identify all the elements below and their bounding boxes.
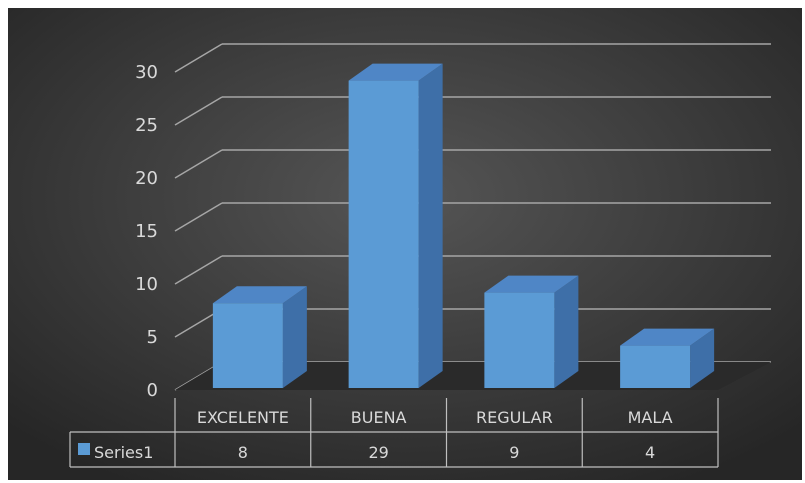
data-label: 8 [238, 443, 248, 462]
bar-side [282, 286, 307, 388]
y-tick-label: 25 [135, 115, 158, 136]
bar-top [348, 63, 443, 81]
bar-mala [620, 328, 715, 388]
y-tick-label: 30 [135, 62, 158, 83]
legend-series-name: Series1 [94, 443, 153, 462]
gridline-depth [174, 149, 223, 179]
gridline-depth [174, 255, 223, 285]
data-label: 9 [509, 443, 519, 462]
bar-side [690, 328, 715, 388]
bar-side [554, 275, 579, 388]
bar-side [418, 63, 443, 388]
bar-regular [484, 275, 579, 388]
bar-top [212, 286, 307, 304]
bar-front [212, 303, 283, 388]
gridline-depth [174, 43, 223, 73]
gridline-depth [174, 202, 223, 232]
x-tick-label: EXCELENTE [197, 408, 289, 427]
bar-top [484, 275, 579, 293]
y-tick-label: 20 [135, 168, 158, 189]
legend-swatch [78, 443, 90, 455]
y-tick-label: 15 [135, 221, 158, 242]
x-tick-label: MALA [628, 408, 673, 427]
bar-front [348, 80, 419, 388]
y-tick-label: 5 [147, 327, 158, 348]
data-label: 4 [645, 443, 655, 462]
bar-excelente [212, 286, 307, 388]
x-tick-label: BUENA [351, 408, 407, 427]
data-label: 29 [368, 443, 388, 462]
x-tick-label: REGULAR [476, 408, 553, 427]
bar-front [620, 345, 691, 388]
y-tick-label: 0 [147, 380, 158, 401]
bar-front [484, 292, 555, 388]
bar-top [620, 328, 715, 346]
gridline-depth [174, 96, 223, 126]
bar-buena [348, 63, 443, 388]
y-tick-label: 10 [135, 274, 158, 295]
